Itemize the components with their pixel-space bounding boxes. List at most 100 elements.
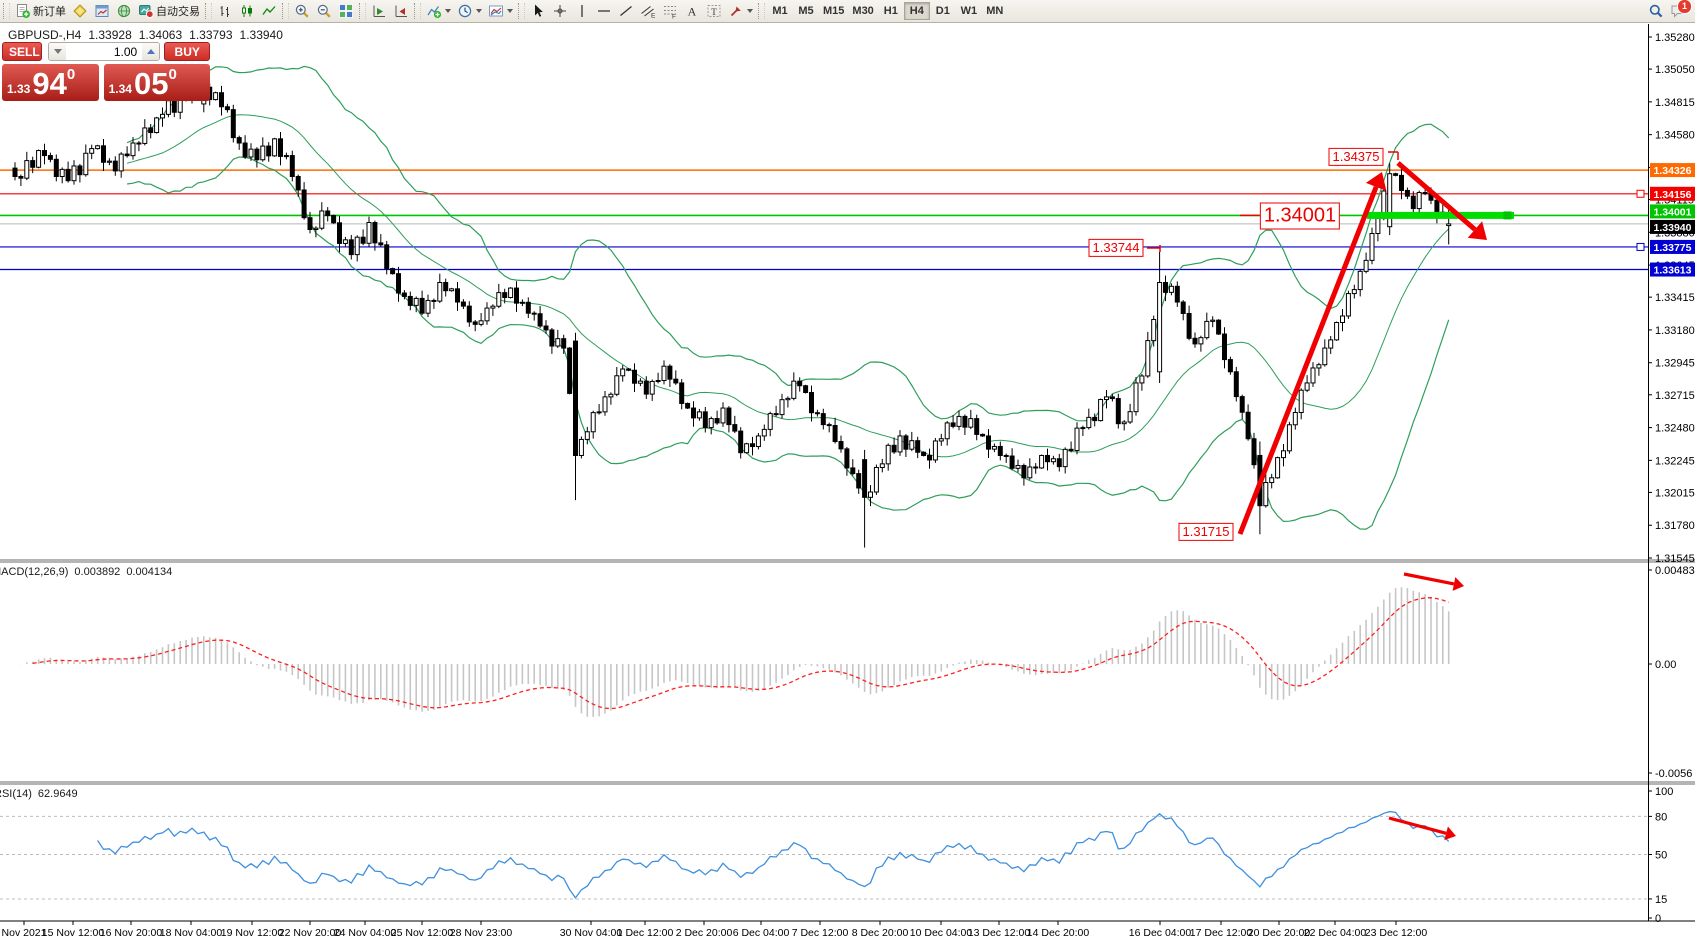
svg-text:1 Dec 12:00: 1 Dec 12:00 <box>617 927 674 939</box>
channel-icon: E <box>641 6 656 20</box>
chevron-up-icon <box>146 49 155 54</box>
volume-decrease-button[interactable] <box>49 43 67 60</box>
svg-text:30 Nov 04:00: 30 Nov 04:00 <box>560 927 623 939</box>
price-axis[interactable]: 1.352801.350501.348151.345801.343451.341… <box>1648 32 1695 565</box>
timeframe-h1-button[interactable]: H1 <box>878 2 904 20</box>
chat-button[interactable]: 1 <box>1667 0 1692 21</box>
highlight-zone[interactable] <box>1367 211 1514 219</box>
buy-button[interactable]: BUY <box>164 42 210 61</box>
svg-text:1.34001: 1.34001 <box>1654 206 1692 218</box>
svg-text:1.33180: 1.33180 <box>1655 325 1695 337</box>
annotation-connectors <box>1147 151 1399 252</box>
rsi-indicator-label: RSI(14)62.9649 <box>0 788 78 800</box>
svg-text:1.32945: 1.32945 <box>1655 358 1695 370</box>
svg-text:8 Dec 20:00: 8 Dec 20:00 <box>852 927 909 939</box>
line-handles[interactable] <box>1503 189 1645 251</box>
hline-button[interactable] <box>593 1 615 21</box>
toolbar-grip <box>758 3 765 19</box>
price-annotation[interactable]: 1.33744 <box>1088 238 1144 258</box>
navigator-button[interactable] <box>113 1 135 21</box>
periods-button[interactable] <box>454 1 485 21</box>
svg-text:24 Nov 04:00: 24 Nov 04:00 <box>334 927 397 939</box>
svg-text:0.00: 0.00 <box>1655 659 1676 671</box>
svg-text:22 Dec 04:00: 22 Dec 04:00 <box>1304 927 1367 939</box>
buy-price-prefix: 1.34 <box>108 82 132 96</box>
trendline-icon <box>620 5 632 17</box>
volume-input[interactable] <box>66 43 143 60</box>
svg-text:15 Nov 12:00: 15 Nov 12:00 <box>42 927 105 939</box>
trend-arrows[interactable] <box>1237 161 1487 841</box>
svg-text:50: 50 <box>1655 850 1667 862</box>
line-chart-icon <box>262 6 276 15</box>
timeframe-mn-button[interactable]: MN <box>982 2 1008 20</box>
chart-canvas[interactable]: 1.352801.350501.348151.345801.343451.341… <box>0 23 1695 942</box>
macd-axis[interactable]: 0.004838 0.00 -0.0056 <box>1648 565 1695 780</box>
svg-text:0.004838: 0.004838 <box>1655 565 1695 577</box>
notification-badge: 1 <box>1677 0 1692 14</box>
svg-text:23 Dec 12:00: 23 Dec 12:00 <box>1365 927 1428 939</box>
channel-button[interactable]: E <box>637 1 659 21</box>
svg-text:1.35280: 1.35280 <box>1655 32 1695 44</box>
templates-icon <box>489 5 503 17</box>
indicators-button[interactable] <box>423 1 454 21</box>
timeframe-h4-button[interactable]: H4 <box>903 2 930 20</box>
ohlc-open: 1.33928 <box>88 28 132 42</box>
rsi-axis[interactable]: 100 80 50 15 0 <box>1648 786 1673 925</box>
cursor-icon <box>535 4 543 17</box>
sell-price-display[interactable]: 1.33 94 0 <box>2 64 99 101</box>
arrows-button[interactable] <box>725 1 756 21</box>
price-annotation[interactable]: 1.31715 <box>1178 522 1234 542</box>
templates-button[interactable] <box>485 1 516 21</box>
timeframe-m30-button[interactable]: M30 <box>848 2 877 20</box>
vline-button[interactable] <box>571 1 593 21</box>
svg-text:16 Nov 20:00: 16 Nov 20:00 <box>100 927 163 939</box>
zoom-out-button[interactable] <box>313 1 335 21</box>
rsi-line <box>97 810 1450 900</box>
market-watch-button[interactable] <box>91 1 113 21</box>
auto-scroll-button[interactable] <box>368 1 390 21</box>
zoom-in-button[interactable] <box>291 1 313 21</box>
timeframe-m1-button[interactable]: M1 <box>767 2 793 20</box>
ohlc-high: 1.34063 <box>138 28 183 42</box>
line-chart-button[interactable] <box>258 1 280 21</box>
profiles-button[interactable] <box>69 1 91 21</box>
sell-button[interactable]: SELL <box>2 42 42 61</box>
candlestick-button[interactable] <box>236 1 258 21</box>
price-annotation[interactable]: 1.34375 <box>1328 147 1384 167</box>
chevron-down-icon <box>53 49 62 54</box>
bar-chart-button[interactable] <box>214 1 236 21</box>
chevron-down-icon <box>747 9 753 13</box>
chart-shift-icon <box>395 5 407 17</box>
toolbar-search-button[interactable] <box>1645 1 1667 21</box>
text-button[interactable]: A <box>681 1 703 21</box>
pane-frame <box>0 24 1695 922</box>
svg-text:7 Dec 12:00: 7 Dec 12:00 <box>792 927 849 939</box>
navigator-icon <box>117 4 131 18</box>
price-annotation[interactable]: 1.34001 <box>1259 202 1341 230</box>
buy-price-display[interactable]: 1.34 05 0 <box>103 64 210 101</box>
cursor-button[interactable] <box>527 1 549 21</box>
svg-text:10 Dec 04:00: 10 Dec 04:00 <box>910 927 973 939</box>
volume-increase-button[interactable] <box>142 43 160 60</box>
svg-text:1.33415: 1.33415 <box>1655 292 1695 304</box>
crosshair-button[interactable] <box>549 1 571 21</box>
svg-text:A: A <box>688 5 697 19</box>
chart-shift-button[interactable] <box>390 1 412 21</box>
timeframe-w1-button[interactable]: W1 <box>956 2 982 20</box>
timeframe-m15-button[interactable]: M15 <box>819 2 848 20</box>
trendline-button[interactable] <box>615 1 637 21</box>
label-button[interactable]: T <box>703 1 725 21</box>
timeframe-d1-button[interactable]: D1 <box>930 2 956 20</box>
timeframe-m5-button[interactable]: M5 <box>793 2 819 20</box>
sell-price-pips: 94 <box>32 66 67 101</box>
one-click-trading-panel: SELL BUY 1.33 94 0 1.34 05 0 <box>2 42 210 101</box>
autotrading-button[interactable]: 自动交易 <box>135 1 203 21</box>
fibonacci-button[interactable]: F <box>659 1 681 21</box>
bar-chart-icon <box>220 6 229 17</box>
svg-text:20 Dec 20:00: 20 Dec 20:00 <box>1248 927 1311 939</box>
svg-text:E: E <box>651 13 656 20</box>
new-order-button[interactable]: 新订单 <box>12 1 69 21</box>
label-icon: T <box>707 5 721 17</box>
tile-windows-button[interactable] <box>335 1 357 21</box>
